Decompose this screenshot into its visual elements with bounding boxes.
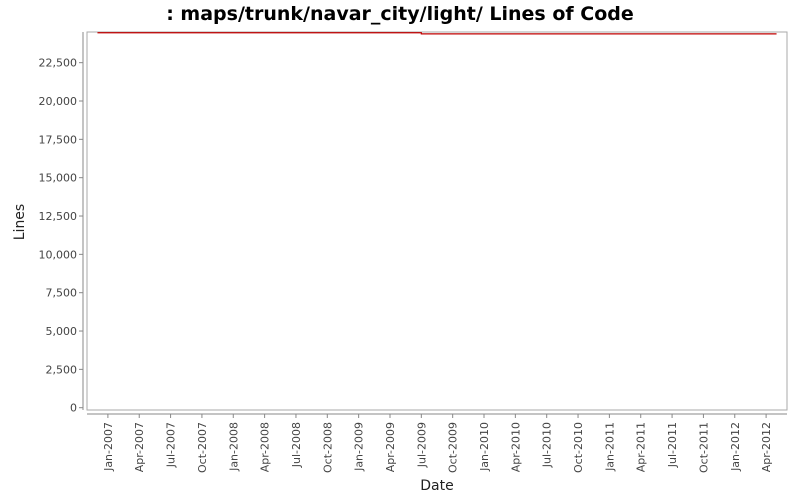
- x-tick-label: Jan-2010: [478, 422, 491, 472]
- y-tick-label: 12,500: [39, 210, 78, 223]
- x-tick-label: Oct-2010: [572, 422, 585, 473]
- x-tick-label: Apr-2010: [509, 422, 522, 472]
- data-line: [97, 32, 777, 35]
- y-tick-label: 5,000: [46, 325, 78, 338]
- x-tick-label: Oct-2007: [196, 422, 209, 473]
- x-tick-label: Oct-2008: [321, 422, 334, 473]
- plot-area: [86, 31, 788, 411]
- chart-title: : maps/trunk/navar_city/light/ Lines of …: [166, 3, 634, 25]
- x-tick-label: Jan-2012: [729, 422, 742, 472]
- x-tick-label: Oct-2009: [447, 422, 460, 473]
- x-axis-label: Date: [420, 478, 453, 494]
- x-tick-label: Jan-2011: [603, 422, 616, 472]
- x-tick-label: Jan-2008: [227, 422, 240, 472]
- x-tick-label: Apr-2012: [760, 422, 773, 472]
- y-axis-label: Lines: [12, 204, 28, 240]
- y-tick-label: 0: [70, 402, 77, 415]
- x-tick-label: Jul-2010: [541, 422, 554, 468]
- x-tick-label: Jul-2008: [290, 422, 303, 468]
- x-tick-label: Oct-2011: [697, 422, 710, 473]
- x-tick-label: Jul-2009: [415, 422, 428, 468]
- y-tick-label: 22,500: [39, 57, 78, 70]
- x-tick-label: Apr-2007: [133, 422, 146, 472]
- x-tick-label: Apr-2009: [384, 422, 397, 472]
- x-tick-label: Jan-2007: [102, 422, 115, 472]
- x-tick-label: Jan-2009: [353, 422, 366, 472]
- x-tick-label: Jul-2011: [666, 422, 679, 468]
- x-tick-label: Jul-2007: [165, 422, 178, 468]
- y-tick-label: 10,000: [39, 248, 78, 261]
- y-tick-label: 7,500: [46, 287, 78, 300]
- x-tick-label: Apr-2011: [635, 422, 648, 472]
- y-tick-label: 20,000: [39, 95, 78, 108]
- y-tick-label: 17,500: [39, 133, 78, 146]
- x-tick-label: Apr-2008: [259, 422, 272, 472]
- y-tick-label: 2,500: [46, 363, 78, 376]
- y-tick-label: 15,000: [39, 172, 78, 185]
